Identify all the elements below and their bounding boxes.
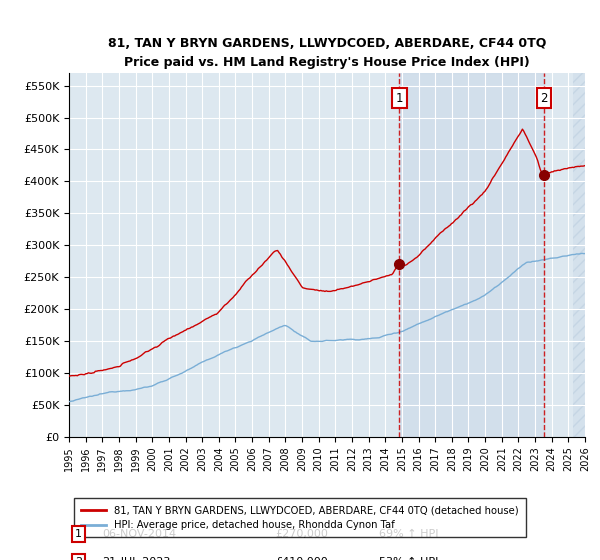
Bar — [574, 73, 585, 437]
Text: 21-JUL-2023: 21-JUL-2023 — [103, 557, 171, 560]
Title: 81, TAN Y BRYN GARDENS, LLWYDCOED, ABERDARE, CF44 0TQ
Price paid vs. HM Land Reg: 81, TAN Y BRYN GARDENS, LLWYDCOED, ABERD… — [108, 37, 546, 69]
Legend: 81, TAN Y BRYN GARDENS, LLWYDCOED, ABERDARE, CF44 0TQ (detached house), HPI: Ave: 81, TAN Y BRYN GARDENS, LLWYDCOED, ABERD… — [74, 498, 526, 537]
Text: £270,000: £270,000 — [275, 529, 328, 539]
Text: 53% ↑ HPI: 53% ↑ HPI — [379, 557, 438, 560]
Text: 1: 1 — [75, 529, 82, 539]
Text: £410,000: £410,000 — [275, 557, 328, 560]
Text: 2: 2 — [75, 557, 82, 560]
Text: 2: 2 — [541, 92, 548, 105]
Text: 06-NOV-2014: 06-NOV-2014 — [103, 529, 176, 539]
Text: 69% ↑ HPI: 69% ↑ HPI — [379, 529, 438, 539]
Text: 1: 1 — [395, 92, 403, 105]
Bar — [400, 73, 544, 437]
